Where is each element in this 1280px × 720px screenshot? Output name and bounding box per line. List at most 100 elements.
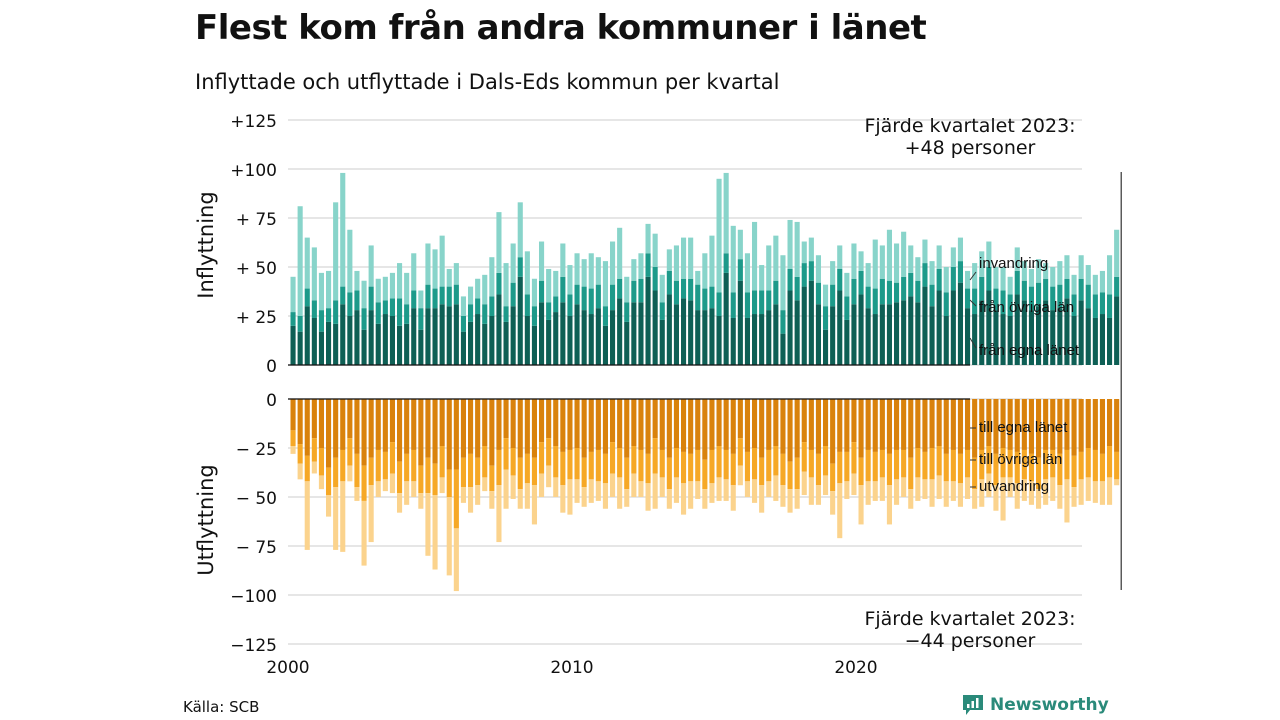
bar-utflyttning [361, 500, 367, 566]
bar-utflyttning [680, 451, 687, 484]
bar-inflyttning [446, 268, 452, 287]
brand-logo: Newsworthy [962, 694, 1109, 716]
bar-utflyttning [837, 451, 843, 484]
bar-utflyttning [482, 399, 488, 447]
bar-inflyttning [354, 290, 360, 311]
bar-inflyttning [922, 239, 928, 264]
bar-inflyttning [730, 292, 736, 318]
label-leader [969, 299, 977, 307]
bar-utflyttning [574, 479, 580, 503]
bar-inflyttning [333, 202, 339, 301]
bar-utflyttning [311, 399, 317, 439]
bar-inflyttning [389, 272, 396, 299]
y-tick-label: + 75 [236, 210, 277, 230]
bar-inflyttning [475, 314, 481, 365]
bar-inflyttning [950, 267, 956, 291]
bar-inflyttning [517, 257, 523, 277]
bar-inflyttning [389, 316, 396, 365]
bar-utflyttning [957, 453, 964, 484]
bar-utflyttning [517, 457, 523, 490]
series-label-invandring: invandring [979, 255, 1048, 272]
bar-utflyttning [666, 489, 672, 509]
bar-inflyttning [1085, 265, 1091, 285]
bar-inflyttning [666, 270, 672, 295]
bar-inflyttning [588, 253, 594, 289]
x-tick-label: 2010 [550, 658, 593, 678]
bar-inflyttning [794, 300, 800, 365]
bar-inflyttning [787, 219, 793, 269]
bar-inflyttning [723, 172, 729, 254]
bar-inflyttning [780, 310, 786, 334]
bar-inflyttning [524, 251, 530, 295]
bar-utflyttning [425, 493, 431, 556]
bar-utflyttning [588, 399, 594, 452]
bar-utflyttning [467, 453, 474, 488]
bar-utflyttning [418, 465, 424, 494]
bar-inflyttning [418, 290, 424, 309]
bar-inflyttning [723, 272, 729, 365]
bar-inflyttning [936, 268, 942, 291]
bar-utflyttning [1043, 449, 1049, 480]
bar-inflyttning [617, 298, 623, 365]
bar-utflyttning [546, 465, 552, 488]
bar-inflyttning [624, 321, 630, 365]
bar-inflyttning [695, 284, 701, 311]
bar-inflyttning [631, 280, 637, 303]
bar-utflyttning [922, 451, 928, 480]
bar-inflyttning [304, 288, 310, 307]
bar-utflyttning [908, 489, 914, 509]
bar-utflyttning [1021, 449, 1027, 480]
bar-utflyttning [453, 528, 459, 592]
bar-inflyttning [318, 272, 325, 311]
bar-inflyttning [1092, 274, 1098, 295]
bar-inflyttning [950, 247, 956, 267]
bar-utflyttning [915, 477, 921, 501]
bar-utflyttning [1092, 399, 1098, 450]
bar-utflyttning [538, 442, 545, 474]
bar-inflyttning [737, 259, 743, 281]
bar-inflyttning [347, 292, 353, 316]
bar-utflyttning [1078, 451, 1084, 480]
bar-utflyttning [361, 399, 367, 466]
bar-utflyttning [1057, 399, 1063, 454]
bar-inflyttning [929, 284, 935, 307]
bar-inflyttning [311, 300, 317, 318]
bar-inflyttning [361, 280, 367, 309]
bar-utflyttning [737, 465, 743, 486]
bar-inflyttning [964, 270, 971, 289]
bar-inflyttning [801, 241, 807, 264]
bar-utflyttning [489, 491, 495, 509]
bar-inflyttning [382, 276, 388, 301]
bar-utflyttning [673, 399, 680, 448]
bar-inflyttning [411, 253, 417, 291]
bar-utflyttning [638, 481, 644, 497]
bar-utflyttning [865, 399, 871, 450]
y-tick-label: − 25 [236, 440, 277, 460]
bar-utflyttning [411, 399, 417, 450]
bar-inflyttning [425, 308, 431, 365]
label-leader [969, 271, 977, 281]
bar-utflyttning [936, 446, 942, 476]
bar-utflyttning [957, 399, 964, 454]
bar-utflyttning [1000, 399, 1006, 448]
bar-inflyttning [439, 235, 445, 287]
bar-inflyttning [1050, 310, 1056, 365]
bar-inflyttning [879, 304, 885, 365]
bar-utflyttning [922, 479, 928, 499]
bar-inflyttning [872, 288, 878, 315]
bar-inflyttning [496, 272, 502, 295]
y-tick-label: + 25 [236, 308, 277, 328]
bar-utflyttning [325, 399, 332, 468]
bar-inflyttning [901, 231, 907, 277]
bar-utflyttning [1014, 451, 1020, 484]
bar-utflyttning [389, 399, 396, 443]
bar-utflyttning [652, 473, 658, 509]
bar-inflyttning [645, 276, 651, 365]
bar-inflyttning [915, 302, 921, 365]
bar-utflyttning [1099, 481, 1106, 505]
bar-inflyttning [1057, 308, 1063, 365]
bar-inflyttning [418, 308, 424, 330]
bar-inflyttning [609, 241, 616, 285]
bar-utflyttning [347, 465, 353, 482]
